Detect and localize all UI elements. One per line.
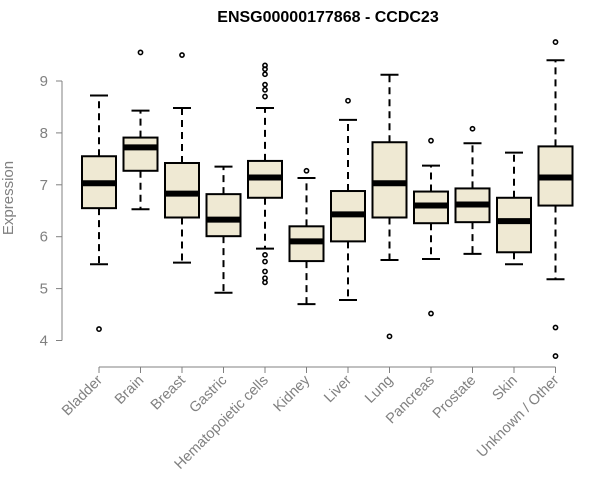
box-skin: [496, 151, 532, 266]
outlier-point: [262, 81, 268, 88]
box-liver: [330, 97, 366, 302]
box-breast: [164, 52, 200, 264]
x-tick-label: Liver: [321, 372, 355, 406]
y-tick-label: 9: [40, 73, 48, 90]
outlier-point: [262, 268, 268, 275]
outlier-point: [303, 167, 310, 174]
outlier-point: [262, 279, 268, 286]
y-axis-label: Expression: [0, 161, 17, 235]
x-tick-label: Bladder: [59, 372, 106, 419]
outlier-point: [469, 125, 476, 132]
iqr-box: [164, 162, 200, 219]
x-tick-label: Breast: [148, 373, 189, 414]
outlier-point: [386, 333, 393, 340]
iqr-box: [496, 196, 532, 254]
box-pancreas: [413, 137, 449, 317]
outlier-point: [262, 71, 268, 78]
outlier-point: [428, 137, 434, 144]
box-lung: [371, 73, 408, 340]
iqr-box: [371, 141, 408, 219]
y-axis: 4 5 6 7 8 9: [40, 73, 63, 350]
box-unknown-other: [537, 39, 574, 359]
chart-title: ENSG00000177868 - CCDC23: [217, 9, 439, 26]
iqr-box: [122, 136, 159, 172]
box-gastric: [205, 165, 242, 294]
x-tick-label: Lung: [362, 373, 396, 407]
x-tick-label: Prostate: [430, 373, 479, 422]
y-tick-label: 4: [40, 333, 48, 350]
outlier-point: [137, 49, 144, 56]
y-tick-label: 6: [40, 229, 48, 246]
outlier-point: [552, 353, 559, 359]
box-hematopoietic-cells: [247, 62, 283, 286]
outlier-point: [262, 258, 268, 265]
outlier-point: [428, 310, 434, 317]
box-bladder: [81, 94, 117, 332]
x-tick-label: Skin: [490, 373, 521, 404]
box-prostate: [454, 125, 491, 255]
boxes-group: [81, 39, 574, 359]
y-tick-label: 5: [40, 281, 48, 298]
outlier-point: [552, 39, 559, 45]
x-tick-label: Kidney: [271, 372, 314, 415]
outlier-point: [262, 93, 268, 100]
x-tick-label: Brain: [112, 373, 147, 408]
outlier-point: [552, 324, 559, 331]
outlier-point: [262, 86, 268, 93]
outlier-point: [345, 97, 351, 104]
outlier-point: [262, 251, 268, 258]
y-tick-label: 7: [40, 177, 48, 194]
x-axis: [98, 366, 556, 373]
box-kidney: [288, 167, 325, 306]
outlier-point: [96, 326, 102, 332]
iqr-box: [205, 193, 242, 238]
box-brain: [122, 49, 159, 211]
y-tick-label: 8: [40, 125, 48, 142]
outlier-point: [262, 66, 268, 72]
outlier-point: [179, 52, 185, 58]
